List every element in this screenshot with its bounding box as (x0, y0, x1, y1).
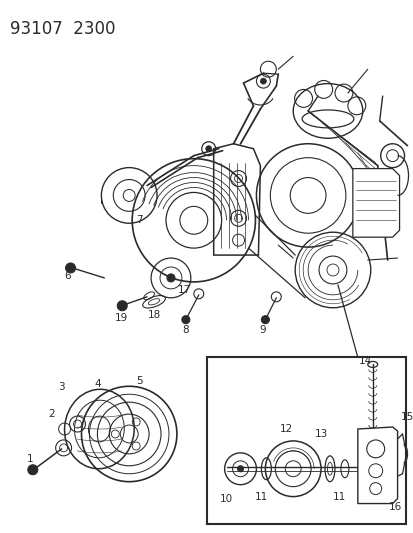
Bar (206, 358, 405, 524)
Text: 1: 1 (26, 454, 33, 464)
Text: 16: 16 (388, 502, 401, 512)
Circle shape (261, 316, 269, 324)
Circle shape (65, 263, 75, 273)
Text: 6: 6 (64, 271, 71, 281)
Text: 5: 5 (135, 376, 142, 386)
Circle shape (260, 78, 266, 84)
Circle shape (166, 274, 175, 282)
Polygon shape (357, 427, 396, 504)
Text: 17: 17 (178, 285, 191, 295)
Text: 93107  2300: 93107 2300 (10, 20, 115, 37)
Text: 18: 18 (147, 310, 160, 320)
Text: 3: 3 (58, 382, 65, 392)
Text: 2: 2 (48, 409, 55, 419)
Circle shape (181, 316, 190, 324)
Polygon shape (352, 168, 399, 237)
Text: 9: 9 (259, 325, 265, 335)
Text: 8: 8 (182, 325, 189, 335)
Text: 11: 11 (332, 491, 346, 502)
Circle shape (237, 466, 243, 472)
Text: 4: 4 (94, 379, 100, 389)
Text: 10: 10 (220, 494, 233, 504)
Circle shape (205, 146, 211, 152)
Circle shape (28, 465, 38, 475)
Text: 7: 7 (135, 215, 142, 225)
Text: 14: 14 (358, 357, 372, 366)
Text: 11: 11 (254, 491, 267, 502)
Text: 15: 15 (400, 412, 413, 422)
Circle shape (117, 301, 127, 311)
Text: 19: 19 (114, 313, 128, 322)
Text: 13: 13 (313, 429, 327, 439)
Text: 12: 12 (279, 424, 292, 434)
